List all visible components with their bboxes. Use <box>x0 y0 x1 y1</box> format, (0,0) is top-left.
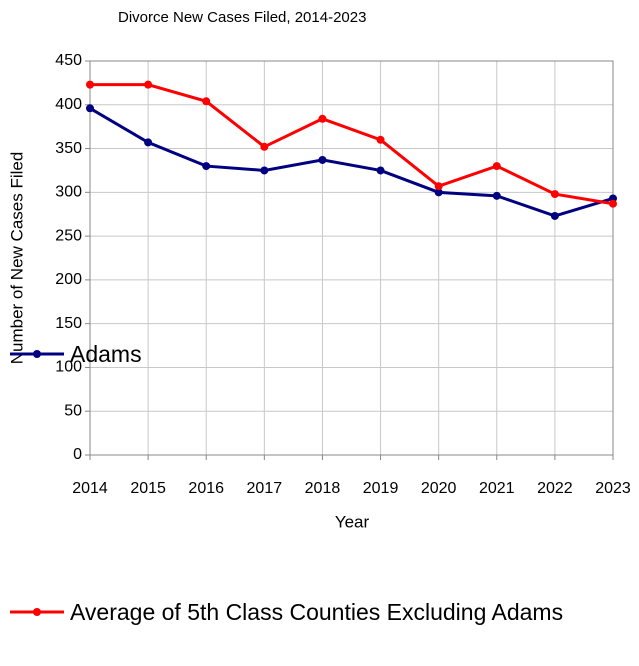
y-tick-label: 0 <box>73 446 82 463</box>
data-point <box>260 142 269 151</box>
x-tick-label: 2021 <box>479 480 515 497</box>
y-tick-label: 350 <box>55 140 82 157</box>
legend-label: Adams <box>70 341 142 367</box>
y-tick-label: 100 <box>55 359 82 376</box>
legend-swatch <box>10 608 64 616</box>
legend-label: Average of 5th Class Counties Excluding … <box>70 599 564 625</box>
plot-frame <box>89 60 614 456</box>
data-point <box>318 114 327 123</box>
y-tick-label: 250 <box>55 227 82 244</box>
x-tick-label: 2023 <box>595 480 631 497</box>
x-tick-label: 2017 <box>247 480 283 497</box>
data-point <box>550 190 559 199</box>
legend-item: Average of 5th Class Counties Excluding … <box>10 598 610 626</box>
data-point <box>86 104 94 113</box>
data-point <box>376 166 385 175</box>
legend-item: Adams <box>10 340 610 368</box>
chart-title: Divorce New Cases Filed, 2014-2023 <box>118 9 366 26</box>
x-tick-label: 2018 <box>305 480 341 497</box>
legend-marker <box>33 608 41 616</box>
series-line <box>89 106 614 218</box>
legend-swatch <box>10 350 64 358</box>
y-tick-label: 400 <box>55 96 82 113</box>
y-tick-label: 150 <box>55 315 82 332</box>
x-tick-label: 2020 <box>421 480 457 497</box>
x-tick-label: 2014 <box>72 480 108 497</box>
data-point <box>434 188 443 197</box>
data-point <box>86 80 94 89</box>
x-tick-label: 2016 <box>188 480 224 497</box>
y-tick-label: 450 <box>55 52 82 69</box>
x-tick-label: 2022 <box>537 480 573 497</box>
data-point <box>376 135 385 144</box>
y-axis-label: Number of New Cases Filed <box>7 152 26 365</box>
data-point <box>492 162 501 171</box>
x-tick-label: 2015 <box>130 480 166 497</box>
x-tick-label: 2019 <box>363 480 399 497</box>
data-point <box>144 138 153 147</box>
legend-marker <box>33 350 41 358</box>
y-tick-label: 200 <box>55 271 82 288</box>
data-point <box>434 182 443 191</box>
x-axis-label: Year <box>335 512 370 531</box>
series-line <box>90 83 614 206</box>
data-point <box>202 97 211 106</box>
data-point <box>260 166 269 175</box>
data-point <box>492 191 501 200</box>
y-tick-label: 300 <box>55 184 82 201</box>
data-point <box>202 162 211 171</box>
data-point <box>550 211 559 220</box>
y-tick-label: 50 <box>64 402 82 419</box>
data-point <box>144 80 153 89</box>
data-point <box>609 199 617 208</box>
data-point <box>318 155 327 164</box>
